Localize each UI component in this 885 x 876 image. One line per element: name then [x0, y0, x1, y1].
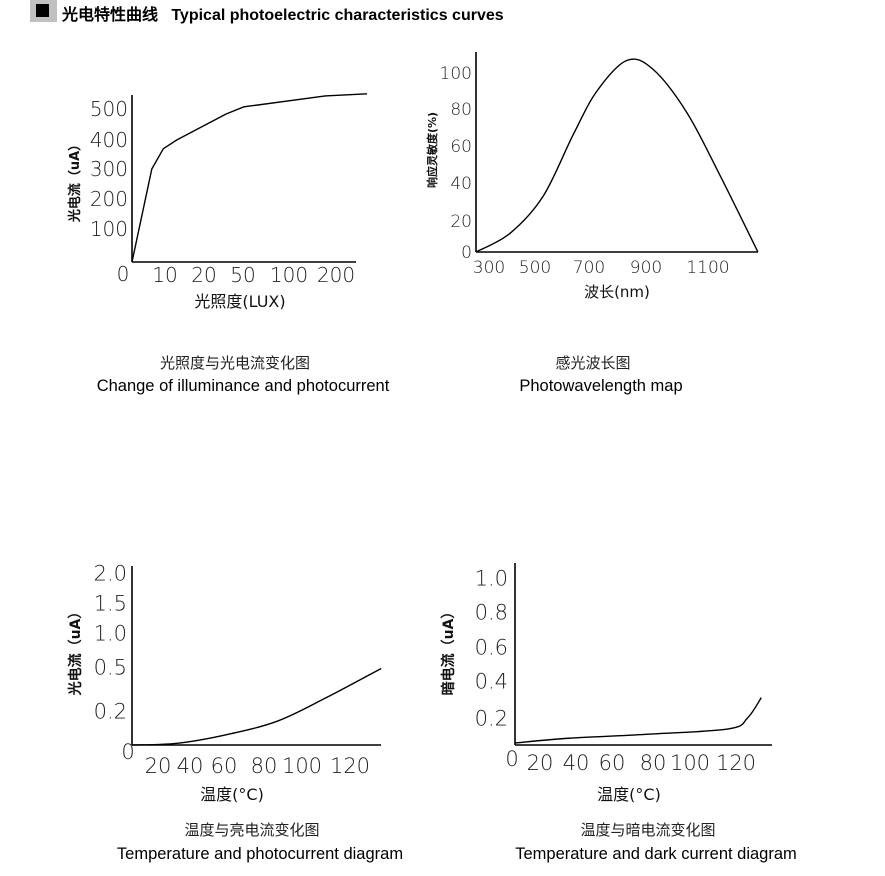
y-tick-label: 20 — [450, 212, 472, 232]
x-tick-label: 40 — [177, 754, 204, 778]
chart-caption-en: Change of illuminance and photocurrent — [97, 377, 390, 395]
y-axis-label: 暗电流（uA） — [440, 605, 457, 696]
x-tick-label: 80 — [251, 754, 278, 778]
y-tick-label: 2.0 — [94, 562, 127, 586]
x-tick-label: 100 — [282, 754, 322, 778]
y-tick-label: 0.6 — [475, 636, 508, 660]
chart-4: 0.2 0.4 0.6 0.8 1.0 0 20 40 60 80 100 120 暗电流（uA） 温度(… — [440, 563, 797, 863]
x-tick-label: 20 — [191, 263, 216, 287]
chart-3: 0.2 0.5 1.0 1.5 2.0 0 20 40 60 80 100 120 光电流（uA） 温度(… — [67, 562, 403, 863]
section-title: 光电特性曲线 Typical photoelectric characteris… — [62, 7, 504, 24]
y-axis-label: 响应灵敏度(%) — [425, 112, 439, 188]
x-tick-label: 20 — [527, 751, 554, 775]
data-series-line — [131, 93, 368, 263]
x-tick-label: 900 — [630, 258, 662, 278]
x-tick-label: 0 — [121, 740, 134, 764]
y-tick-label: 40 — [450, 174, 472, 194]
y-tick-label: 400 — [90, 128, 128, 152]
header-marker — [30, 0, 57, 22]
x-axis-label: 温度(°C) — [597, 785, 661, 804]
y-tick-label: 1.0 — [475, 567, 508, 591]
y-tick-label: 0.4 — [475, 670, 508, 694]
y-axis-label: 光电流（uA） — [67, 605, 84, 697]
y-tick-label: 0.2 — [475, 707, 508, 731]
y-tick-label: 80 — [450, 100, 472, 120]
chart-caption-cn: 温度与暗电流变化图 — [580, 821, 715, 839]
x-tick-label: 0 — [505, 747, 518, 771]
chart-caption-en: Temperature and photocurrent diagram — [117, 845, 403, 863]
x-tick-label: 20 — [145, 754, 172, 778]
x-axis-label: 温度(°C) — [200, 785, 264, 804]
x-tick-label: 1100 — [686, 258, 729, 278]
chart-caption-cn: 感光波长图 — [555, 354, 630, 372]
y-tick-label: 200 — [90, 187, 128, 211]
chart-caption-en: Photowavelength map — [519, 377, 682, 395]
y-tick-label: 0.2 — [94, 700, 127, 724]
x-axis-label: 光照度(LUX) — [194, 292, 285, 311]
y-tick-label: 300 — [90, 157, 128, 181]
x-tick-label: 700 — [573, 258, 605, 278]
x-tick-label: 200 — [317, 263, 355, 287]
chart-caption-cn: 光照度与光电流变化图 — [160, 354, 310, 372]
x-tick-label: 120 — [330, 754, 370, 778]
y-tick-label: 1.0 — [94, 622, 127, 646]
x-tick-label: 100 — [670, 751, 710, 775]
chart-2: 0 20 40 60 80 100 300 500 700 900 1100 响应灵敏度(%) 波长(n… — [425, 52, 759, 395]
y-tick-label: 60 — [450, 137, 472, 157]
x-tick-label: 80 — [640, 751, 667, 775]
data-series-line — [131, 667, 382, 746]
y-tick-label: 1.5 — [94, 592, 127, 616]
x-tick-label: 120 — [716, 751, 756, 775]
data-series-line — [514, 697, 762, 744]
chart-caption-cn: 温度与亮电流变化图 — [184, 821, 319, 839]
y-tick-label: 100 — [440, 64, 472, 84]
y-tick-label: 0.8 — [475, 601, 508, 625]
y-tick-label: 500 — [90, 97, 128, 121]
x-tick-label: 50 — [230, 263, 255, 287]
y-tick-label: 0.5 — [94, 656, 127, 680]
x-tick-label: 60 — [211, 754, 238, 778]
x-tick-label: 40 — [563, 751, 590, 775]
x-tick-label: 0 — [117, 262, 130, 286]
chart-1: 100 200 300 400 500 0 10 20 50 100 200 光电流（uA） 光照度(L… — [67, 93, 390, 395]
y-tick-label: 100 — [90, 217, 128, 241]
x-tick-label: 300 — [473, 258, 505, 278]
x-tick-label: 60 — [599, 751, 626, 775]
black-square-icon — [36, 4, 49, 17]
data-series-line — [475, 58, 759, 253]
chart-caption-en: Temperature and dark current diagram — [515, 845, 797, 863]
x-axis-label: 波长(nm) — [584, 283, 650, 301]
x-tick-label: 10 — [152, 263, 177, 287]
y-tick-label: 0 — [461, 243, 472, 263]
y-axis-label: 光电流（uA） — [67, 138, 83, 223]
x-tick-label: 500 — [519, 258, 551, 278]
x-tick-label: 100 — [270, 263, 308, 287]
